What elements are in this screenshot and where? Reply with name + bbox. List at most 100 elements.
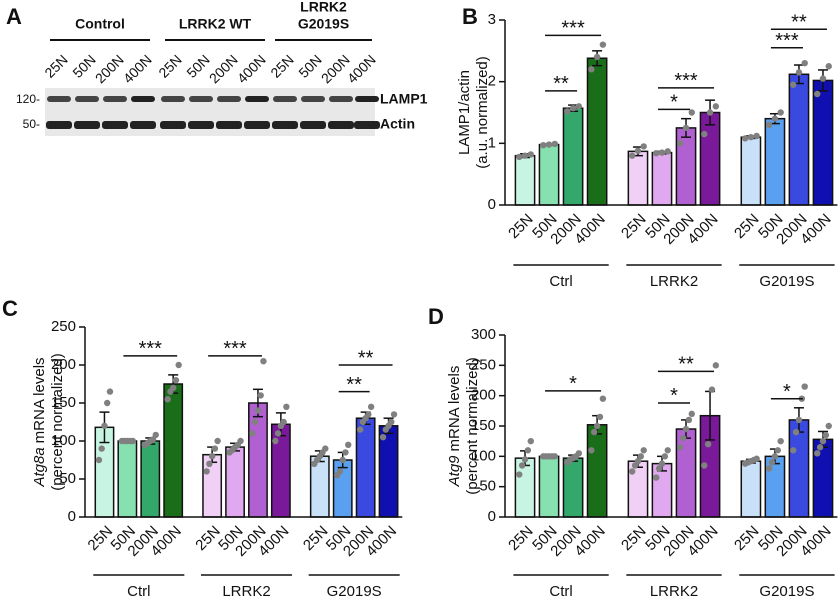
- data-point: [518, 462, 526, 469]
- actin-band: [102, 121, 128, 129]
- mw-marker: 120-: [16, 92, 40, 106]
- blot-group-label: LRRK2 WT: [179, 16, 252, 32]
- lamp1-band: [301, 96, 325, 102]
- actin-band: [130, 121, 156, 129]
- data-point: [342, 449, 349, 456]
- y-tick-label: 50: [59, 470, 76, 487]
- data-point: [106, 388, 114, 395]
- bar: [740, 460, 762, 518]
- bar: [586, 57, 608, 206]
- y-tick-label: 0: [488, 196, 496, 213]
- y-tick-label: 150: [51, 394, 76, 411]
- group-label: G2019S: [759, 273, 814, 290]
- data-point: [768, 459, 776, 466]
- y-tick-label: 100: [471, 447, 496, 464]
- significance-label: **: [678, 354, 694, 376]
- data-point: [658, 460, 666, 467]
- y-label-text: mRNA levels: [446, 366, 463, 452]
- data-point: [367, 403, 375, 410]
- data-point: [101, 422, 108, 429]
- data-point: [593, 53, 601, 61]
- data-point: [637, 453, 645, 460]
- data-point: [765, 465, 773, 472]
- group-label: Ctrl: [549, 273, 572, 290]
- lamp1-band: [189, 96, 213, 102]
- data-point: [152, 431, 159, 439]
- data-point: [701, 462, 708, 469]
- data-point: [551, 140, 559, 148]
- y-tick-label: 300: [471, 326, 496, 343]
- significance-label: *: [670, 92, 678, 114]
- bar: [764, 117, 786, 206]
- data-point: [628, 468, 636, 475]
- data-point: [516, 471, 523, 478]
- lamp1-band: [75, 96, 99, 102]
- data-point: [712, 103, 720, 110]
- data-point: [628, 152, 636, 159]
- y-axis-label: Atg8a mRNA levels: [31, 357, 48, 487]
- bar: [514, 154, 536, 206]
- data-point: [825, 63, 832, 70]
- data-point: [524, 447, 532, 454]
- data-point: [206, 460, 213, 467]
- data-point: [706, 109, 714, 116]
- panel-letter: D: [428, 304, 444, 329]
- data-point: [272, 437, 279, 445]
- data-point: [588, 447, 595, 454]
- bar: [248, 402, 268, 518]
- significance-label: **: [791, 12, 807, 34]
- bar: [675, 127, 697, 206]
- bar: [812, 79, 834, 206]
- data-point: [365, 411, 372, 418]
- data-point: [777, 437, 784, 445]
- significance-label: *: [569, 373, 577, 395]
- bar: [699, 111, 721, 206]
- data-point: [237, 437, 244, 445]
- data-point: [822, 431, 830, 439]
- data-point: [169, 384, 177, 391]
- data-point: [677, 444, 684, 451]
- data-point: [819, 437, 827, 445]
- bar: [514, 457, 536, 518]
- lamp1-band: [217, 96, 241, 102]
- data-point: [545, 141, 553, 148]
- blot-group-label: Control: [75, 16, 125, 32]
- panel-letter: C: [2, 296, 18, 321]
- data-point: [795, 416, 803, 424]
- data-point: [339, 456, 346, 464]
- data-point: [661, 453, 669, 460]
- bar: [651, 151, 673, 206]
- data-point: [771, 115, 779, 122]
- data-point: [753, 455, 760, 462]
- group-label: LRRK2: [650, 273, 698, 290]
- bar: [788, 419, 810, 518]
- data-point: [527, 437, 534, 445]
- bar: [140, 440, 161, 518]
- data-point: [104, 399, 111, 407]
- data-point: [679, 434, 687, 442]
- significance-label: **: [346, 374, 362, 396]
- y-label-gene: Atg9: [446, 455, 463, 488]
- data-point: [708, 386, 716, 393]
- data-point: [257, 392, 264, 399]
- data-point: [682, 124, 690, 132]
- y-tick-label: 100: [51, 432, 76, 449]
- data-point: [664, 148, 671, 155]
- actin-band: [272, 121, 298, 129]
- bar: [562, 107, 584, 206]
- group-label: Ctrl: [127, 583, 150, 599]
- data-point: [388, 418, 395, 426]
- data-point: [792, 428, 800, 436]
- data-point: [379, 434, 387, 441]
- data-point: [569, 104, 577, 112]
- data-point: [345, 441, 352, 448]
- data-point: [741, 135, 749, 142]
- actin-band: [160, 121, 186, 129]
- data-point: [208, 453, 216, 460]
- data-point: [599, 41, 607, 48]
- y-label-gene: Atg8a: [31, 447, 48, 487]
- bar: [627, 150, 649, 206]
- y-tick-label: 200: [51, 356, 76, 373]
- actin-band: [46, 121, 72, 129]
- data-point: [747, 133, 755, 141]
